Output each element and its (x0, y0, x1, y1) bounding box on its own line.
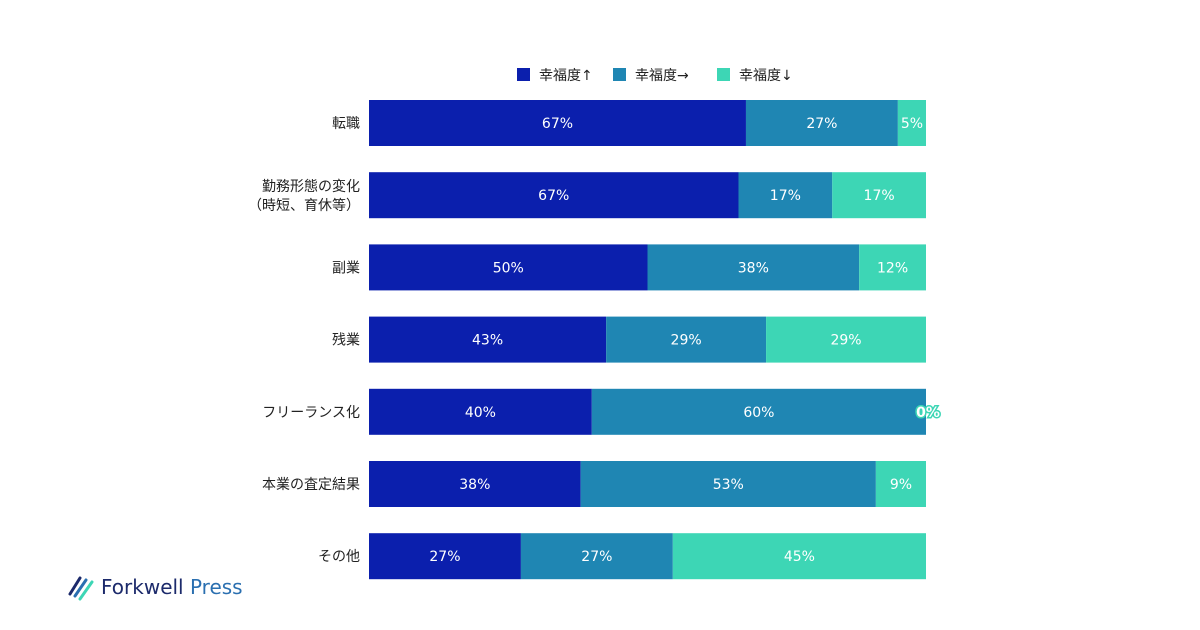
bar-segment-4-2 (606, 316, 767, 363)
bar-label-7-2: 27% (581, 549, 612, 565)
bar-segment-4-1 (369, 316, 607, 363)
logo-name: Forkwell (101, 575, 184, 599)
category-label-5: フリーランス化 (262, 405, 360, 421)
bar-segment-6-1 (369, 461, 581, 507)
legend-swatch-2 (613, 68, 626, 81)
bar-segment-2-3 (832, 172, 926, 219)
bar-label-5-2: 60% (743, 405, 774, 421)
bar-label-6-1: 38% (459, 477, 490, 493)
forkwell-press-logo: Forkwell Press (66, 572, 256, 606)
forkwell-stripes-icon (68, 576, 94, 601)
bar-segment-1-2 (745, 100, 898, 146)
bar-label-4-1: 43% (472, 333, 503, 349)
bar-segment-7-3 (672, 533, 926, 580)
bar-segment-6-3 (875, 461, 926, 507)
bar-label-4-3: 29% (830, 333, 861, 349)
bar-segment-3-2 (647, 244, 860, 291)
category-label-7: その他 (318, 549, 360, 565)
bar-label-3-2: 38% (738, 260, 769, 276)
category-label-1: 転職 (332, 116, 360, 132)
bar-segment-6-2 (580, 461, 876, 507)
bar-segment-7-1 (369, 533, 521, 580)
bar-label-3-1: 50% (493, 260, 524, 276)
legend-swatch-1 (517, 68, 530, 81)
bar-label-2-1: 67% (538, 188, 569, 204)
bar-label-5-3: 0% (916, 405, 940, 421)
bar-segment-1-3 (897, 100, 926, 146)
bar-segment-3-1 (369, 244, 648, 291)
bar-label-6-3: 9% (890, 477, 912, 493)
bar-label-1-3: 5% (901, 116, 923, 132)
legend-swatch-3 (717, 68, 730, 81)
category-label-2: 勤務形態の変化（時短、育休等） (248, 178, 360, 214)
bar-label-1-1: 67% (542, 116, 573, 132)
bar-label-2-3: 17% (864, 188, 895, 204)
bar-segment-5-1 (369, 388, 592, 435)
legend-label-3: 幸福度↓ (739, 68, 793, 84)
bars: 67% 27% 5% 67% 17% 17% 50% 38% 12% 43% 29% 29% 40% 60… (369, 100, 941, 580)
bar-label-4-2: 29% (671, 333, 702, 349)
logo-suffix: Press (189, 575, 243, 599)
bar-segment-2-2 (738, 172, 833, 219)
bar-label-5-1: 40% (465, 405, 496, 421)
bar-segment-1-1 (369, 100, 746, 146)
bar-label-7-1: 27% (429, 549, 460, 565)
bar-segment-4-3 (766, 316, 926, 363)
bar-label-2-2: 17% (770, 188, 801, 204)
category-label-6: 本業の査定結果 (262, 477, 360, 493)
bar-segment-2-1 (369, 172, 739, 219)
bar-label-6-2: 53% (713, 477, 744, 493)
category-label-3: 副業 (332, 260, 360, 276)
bar-segment-7-2 (520, 533, 673, 580)
logo-text: Forkwell Press (101, 575, 243, 599)
category-label-4: 残業 (332, 333, 360, 349)
legend-label-1: 幸福度↑ (539, 68, 593, 84)
bar-label-1-2: 27% (806, 116, 837, 132)
bar-segment-5-2 (591, 388, 926, 435)
legend: 幸福度↑ 幸福度→ 幸福度↓ (517, 68, 793, 84)
legend-label-2: 幸福度→ (635, 68, 689, 84)
bar-label-7-3: 45% (784, 549, 815, 565)
bar-label-3-3: 12% (877, 260, 908, 276)
bar-segment-3-3 (859, 244, 926, 291)
